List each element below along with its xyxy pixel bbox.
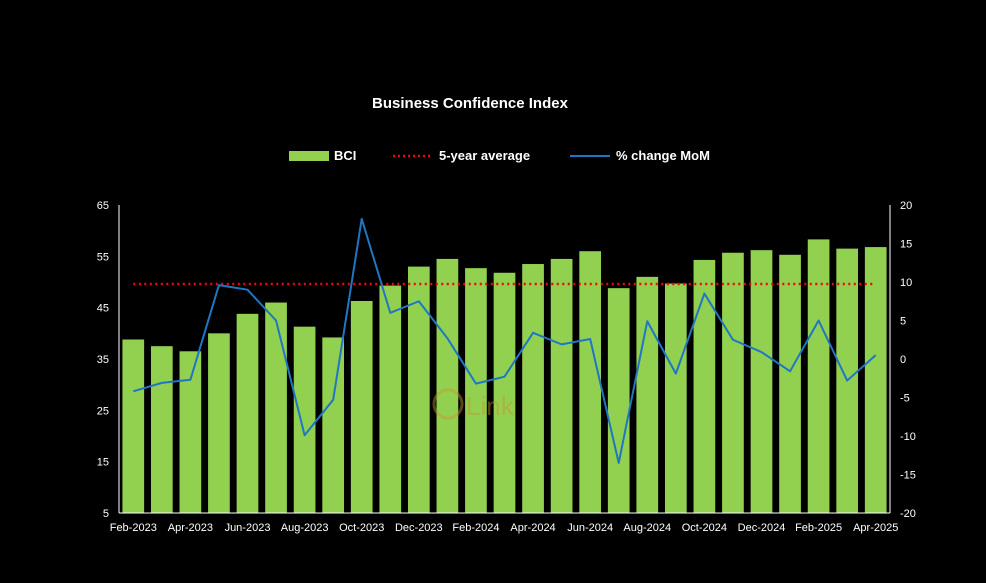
bar-bci-feb-2025 [807, 239, 830, 513]
y-left-tick-label-15: 15 [97, 457, 109, 469]
bar-bci-may-2024 [550, 258, 573, 513]
y-right-tick-label-5: 5 [900, 316, 906, 328]
x-tick-label-jun-2024: Jun-2024 [567, 522, 613, 534]
bar-bci-apr-2023 [179, 351, 202, 513]
chart-title: Business Confidence Index [372, 95, 569, 112]
x-tick-label-feb-2024: Feb-2024 [452, 522, 499, 534]
bar-bci-apr-2025 [864, 247, 887, 513]
legend-item-pct-change-mom: % change MoM [570, 148, 710, 163]
bar-bci-mar-2024 [493, 272, 516, 513]
y-left-tick-label-65: 65 [97, 200, 109, 212]
y-left-tick-label-5: 5 [103, 508, 109, 520]
bar-bci-oct-2023 [350, 300, 373, 513]
bar-bci-aug-2024 [636, 276, 659, 513]
y-left-tick-label-25: 25 [97, 405, 109, 417]
bar-bci-sep-2023 [322, 337, 345, 513]
bar-bci-nov-2024 [722, 252, 744, 514]
x-axis: Feb-2023 Apr-2023 Jun-2023 Aug-2023 Oct-2023… [110, 512, 898, 534]
x-tick-label-apr-2023: Apr-2023 [168, 522, 213, 534]
y-axis-left: 5 15 25 35 45 55 65 [97, 200, 120, 520]
watermark: Link [432, 388, 515, 421]
legend-label-pct-change-mom: % change MoM [616, 148, 710, 163]
bar-bci-nov-2023 [379, 285, 402, 513]
bci-bars [122, 239, 887, 514]
x-tick-label-aug-2023: Aug-2023 [281, 522, 329, 534]
bar-bci-jul-2023 [265, 302, 287, 513]
bar-bci-oct-2024 [693, 259, 716, 513]
x-tick-label-feb-2025: Feb-2025 [795, 522, 842, 534]
legend-item-5-year-average: 5-year average [393, 148, 530, 163]
legend: BCI 5-year average % change MoM [289, 148, 710, 163]
x-tick-label-aug-2024: Aug-2024 [623, 522, 671, 534]
x-tick-label-dec-2024: Dec-2024 [738, 522, 786, 534]
bar-bci-jul-2024 [607, 288, 630, 513]
x-tick-label-apr-2025: Apr-2025 [853, 522, 898, 534]
y-right-tick-label-0: 0 [900, 354, 906, 366]
bar-bci-jan-2025 [779, 254, 801, 514]
legend-item-bci: BCI [289, 148, 356, 163]
x-tick-label-oct-2024: Oct-2024 [682, 522, 727, 534]
bar-bci-sep-2024 [664, 283, 687, 513]
x-tick-label-apr-2024: Apr-2024 [510, 522, 555, 534]
y-right-tick-label--5: -5 [900, 393, 910, 405]
legend-swatch-bci [289, 151, 329, 161]
bar-bci-mar-2023 [150, 346, 173, 513]
x-tick-label-feb-2023: Feb-2023 [110, 522, 157, 534]
y-left-tick-label-35: 35 [97, 354, 109, 366]
bar-bci-apr-2024 [522, 264, 544, 513]
watermark-text: Link [466, 391, 515, 421]
y-right-tick-label-10: 10 [900, 277, 912, 289]
x-tick-label-oct-2023: Oct-2023 [339, 522, 384, 534]
bar-bci-jun-2023 [236, 313, 259, 513]
bar-bci-feb-2023 [122, 339, 145, 513]
bar-bci-jan-2024 [436, 258, 459, 513]
x-tick-label-dec-2023: Dec-2023 [395, 522, 443, 534]
y-left-tick-label-45: 45 [97, 303, 109, 315]
bar-bci-dec-2023 [407, 266, 430, 513]
y-left-tick-label-55: 55 [97, 251, 109, 263]
bar-bci-aug-2023 [293, 326, 316, 513]
bar-bci-jun-2024 [579, 251, 602, 513]
y-right-tick-label--10: -10 [900, 431, 916, 443]
series-line-pct-change-mom [132, 217, 877, 464]
y-right-tick-label--20: -20 [900, 508, 916, 520]
y-axis-right: -20 -15 -10 -5 0 5 10 15 20 [889, 200, 916, 520]
legend-label-bci: BCI [334, 148, 356, 163]
bar-bci-may-2023 [208, 333, 230, 513]
x-tick-label-jun-2023: Jun-2023 [225, 522, 271, 534]
mom-line-layer [132, 217, 877, 464]
watermark-logo-icon [432, 388, 464, 420]
bar-bci-feb-2024 [465, 268, 487, 513]
bar-bci-dec-2024 [750, 250, 773, 514]
y-right-tick-label--15: -15 [900, 470, 916, 482]
y-right-tick-label-20: 20 [900, 200, 912, 212]
legend-label-5-year-average: 5-year average [439, 148, 530, 163]
y-right-tick-label-15: 15 [900, 239, 912, 251]
